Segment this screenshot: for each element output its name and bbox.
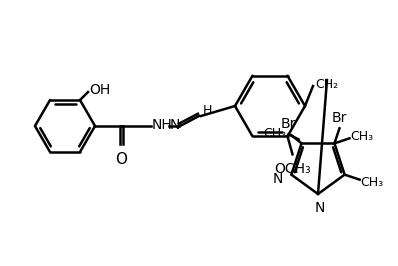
Text: OCH₃: OCH₃ [274, 162, 311, 176]
Text: CH₂: CH₂ [315, 77, 338, 90]
Text: CH₃: CH₃ [351, 130, 374, 143]
Text: Br: Br [332, 111, 347, 125]
Text: N: N [273, 172, 283, 186]
Text: N: N [170, 118, 180, 132]
Text: N: N [315, 201, 325, 215]
Text: CH₃: CH₃ [361, 176, 384, 189]
Text: CH₃: CH₃ [263, 127, 287, 140]
Text: O: O [115, 152, 127, 167]
Text: Br: Br [280, 117, 296, 131]
Text: H: H [203, 103, 213, 117]
Text: NH: NH [152, 118, 173, 132]
Text: OH: OH [89, 83, 110, 97]
